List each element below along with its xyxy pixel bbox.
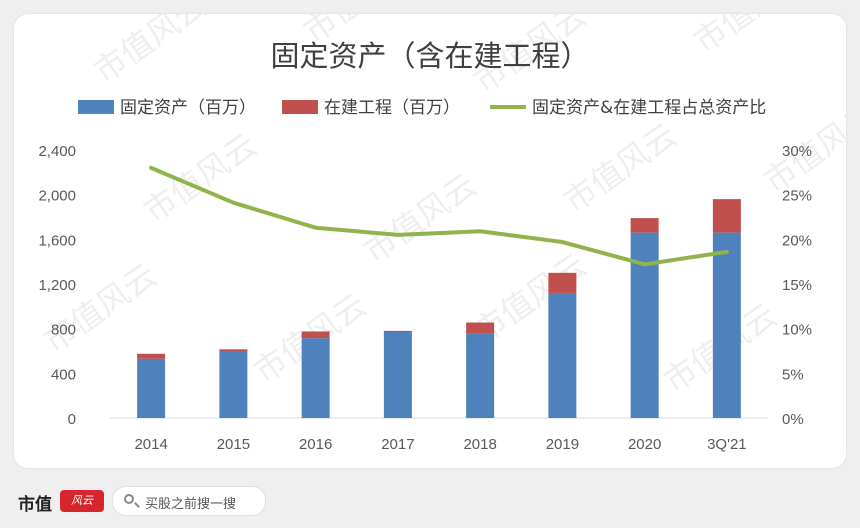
legend-label-1: 在建工程（百万） [324, 98, 460, 118]
legend-label-2: 固定资产&在建工程占总资产比 [532, 98, 766, 118]
legend-swatch-1 [282, 100, 318, 114]
brand-name: 市值 [18, 495, 52, 515]
watermark-text: 市值风云 [357, 166, 484, 271]
brand-logo: 风云 [60, 490, 104, 512]
bar-fixed-assets-2014 [137, 358, 166, 418]
x-tick-label: 3Q'21 [707, 436, 747, 453]
bar-fixed-assets-2015 [219, 351, 248, 418]
y-right-tick-label: 5% [782, 366, 804, 383]
y-left-tick-label: 0 [68, 411, 76, 428]
search-box[interactable]: 买股之前搜一搜 [112, 486, 266, 516]
bar-construction-2016 [301, 331, 330, 339]
watermark-text: 市值风云 [687, 14, 814, 61]
footer-bar: 市值 风云 买股之前搜一搜 [0, 476, 860, 528]
y-left-tick-label: 1,200 [38, 277, 76, 294]
bar-construction-2018 [466, 322, 495, 334]
x-tick-label: 2016 [299, 436, 332, 453]
x-tick-label: 2015 [217, 436, 250, 453]
bar-fixed-assets-2019 [548, 292, 577, 418]
legend-label-0: 固定资产（百万） [120, 98, 256, 118]
y-left-tick-label: 2,400 [38, 143, 76, 160]
y-left-tick-label: 800 [51, 322, 76, 339]
bar-fixed-assets-2017 [383, 332, 412, 418]
y-right-tick-label: 20% [782, 232, 812, 249]
search-icon [124, 494, 134, 504]
chart: 市值风云市值风云市值风云市值风云市值风云市值风云市值风云市值风云市值风云市值风云… [37, 14, 846, 453]
y-left-tick-label: 1,600 [38, 232, 76, 249]
bar-fixed-assets-3Q'21 [712, 232, 741, 418]
chart-title: 固定资产（含在建工程） [270, 39, 589, 73]
bar-construction-2017 [383, 330, 412, 333]
y-right-tick-label: 15% [782, 277, 812, 294]
bar-construction-3Q'21 [712, 199, 741, 233]
bar-construction-2015 [219, 349, 248, 351]
x-tick-label: 2020 [628, 436, 661, 453]
y-right-tick-label: 10% [782, 322, 812, 339]
y-right-tick-label: 0% [782, 411, 804, 428]
y-right-tick-label: 25% [782, 188, 812, 205]
bar-fixed-assets-2016 [301, 338, 330, 418]
y-left-tick-label: 2,000 [38, 188, 76, 205]
x-tick-label: 2017 [381, 436, 414, 453]
watermark-text: 市值风云 [137, 126, 264, 231]
y-left-tick-label: 400 [51, 366, 76, 383]
watermark-text: 市值风云 [37, 256, 164, 361]
bar-fixed-assets-2018 [466, 333, 495, 418]
bar-construction-2020 [630, 218, 659, 233]
search-placeholder: 买股之前搜一搜 [145, 497, 237, 512]
y-right-tick-label: 30% [782, 143, 812, 160]
bar-construction-2019 [548, 272, 577, 293]
watermark-text: 市值风云 [87, 14, 214, 91]
watermark-text: 市值风云 [557, 116, 684, 221]
legend: 固定资产（百万） 在建工程（百万） 固定资产&在建工程占总资产比 [78, 98, 766, 118]
bar-construction-2014 [137, 353, 166, 359]
x-tick-label: 2019 [546, 436, 579, 453]
line-ratio-series [149, 165, 729, 267]
x-tick-label: 2014 [134, 436, 167, 453]
legend-swatch-0 [78, 100, 114, 114]
x-tick-label: 2018 [463, 436, 496, 453]
chart-card: 市值风云市值风云市值风云市值风云市值风云市值风云市值风云市值风云市值风云市值风云… [14, 14, 846, 468]
